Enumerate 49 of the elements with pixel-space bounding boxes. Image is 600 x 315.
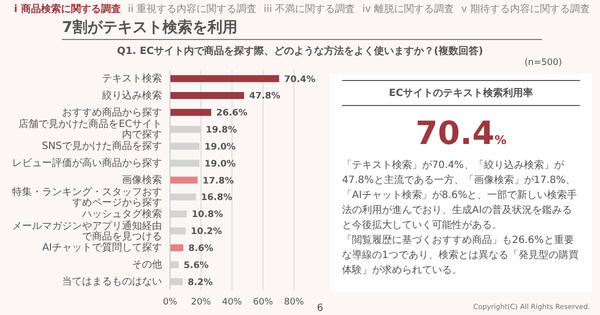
text: 「閲覧履歴に基づくおすすめ商品」も26.6%と重要な導線の1つであり、検索とは異なる「発見型の購買体験」が求められている。 — [342, 234, 580, 278]
text: 6 — [316, 303, 324, 314]
data-label: 16.8% — [201, 193, 232, 204]
y-tick-label: 特集・ランキング・スタッフおすすめページから探す — [12, 185, 162, 208]
data-label: 19.8% — [206, 126, 237, 136]
data-label: 19.0% — [204, 142, 236, 152]
data-label: 17.8% — [202, 176, 234, 186]
chart-title: Q1. ECサイト内で商品を探す際、どのような方法をよく使いますか？(複数回答) — [116, 44, 484, 58]
text: i 商品検索に関する調査 — [14, 2, 121, 16]
x-tick-label: 0% — [162, 297, 178, 308]
x-tick-label: 80% — [284, 297, 304, 308]
bar — [170, 75, 280, 82]
text: v 期待する内容に関する調査 — [461, 2, 590, 16]
text: iii 不満に関する調査 — [264, 2, 356, 16]
text: ii 重視する内容に関する調査 — [128, 2, 257, 16]
data-label: 26.6% — [216, 108, 248, 119]
y-tick-label: その他 — [132, 258, 162, 270]
data-label: 8.6% — [188, 244, 214, 254]
y-tick-label: AIチャットで質問して探す — [42, 241, 162, 254]
text: (n=500) — [524, 58, 562, 68]
y-tick-label: レビュー評価が高い商品から探す — [12, 156, 162, 169]
text: ECサイトのテキスト検索利用率 — [342, 80, 580, 106]
bar — [170, 92, 244, 99]
data-label: 8.2% — [188, 278, 213, 288]
text: 7割がテキスト検索を利用 — [62, 18, 542, 40]
y-tick-label: 絞り込み検索 — [101, 88, 162, 101]
y-tick-label: 当てはまるものはない — [62, 275, 162, 288]
data-label: 70.4% — [284, 74, 316, 85]
y-tick-label: 画像検索 — [122, 174, 162, 186]
y-tick-label: 店舗で見かけた商品をECサイト内で探す — [18, 118, 162, 140]
x-tick-label: 40% — [222, 297, 242, 308]
bar — [170, 244, 184, 252]
y-tick-label: SNSで見かけた商品を探す — [42, 140, 162, 152]
data-label: 19.0% — [204, 159, 236, 170]
x-tick-label: 60% — [252, 297, 274, 308]
y-tick-label: ハッシュタグ検索 — [81, 207, 162, 220]
text: 70.4% — [416, 114, 506, 152]
y-tick-label: メールマガジンやアプリ通知経由で商品を見つける — [12, 219, 162, 242]
bar — [170, 176, 198, 184]
x-tick-label: 20% — [190, 297, 212, 308]
data-label: 10.2% — [190, 227, 222, 238]
text: 「テキスト検索」が70.4%、「絞り込み検索」が47.8%と主流である一方、「画像検索」が17.8%、「AIチャット検索」が8.6%と、一部で新しい検索手法の利用が進んでおり、生成AIの普及状況を鑑みると今後拡大していく可能性がある。 — [342, 158, 578, 233]
y-tick-label: おすすめ商品から探す — [62, 106, 162, 118]
y-tick-label: テキスト検索 — [102, 72, 162, 84]
data-label: 5.6% — [184, 260, 209, 271]
data-label: 47.8% — [249, 92, 280, 102]
bar — [170, 108, 212, 116]
text: iv 離脱に関する調査 — [362, 2, 454, 16]
data-label: 10.8% — [192, 210, 223, 220]
